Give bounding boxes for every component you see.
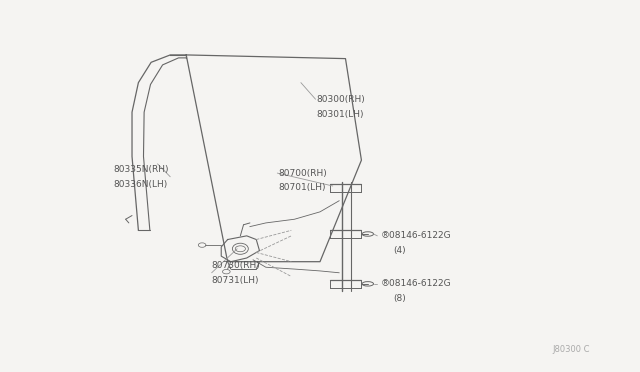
- Text: 80300(RH): 80300(RH): [317, 95, 365, 104]
- Text: 80336N(LH): 80336N(LH): [113, 180, 167, 189]
- Text: (4): (4): [394, 246, 406, 255]
- Text: 80335N(RH): 80335N(RH): [113, 165, 168, 174]
- Text: ®08146-6122G: ®08146-6122G: [381, 231, 451, 240]
- Text: ®08146-6122G: ®08146-6122G: [381, 279, 451, 288]
- Text: (8): (8): [394, 294, 406, 303]
- Text: 80701(LH): 80701(LH): [278, 183, 326, 192]
- Text: 80731(LH): 80731(LH): [212, 276, 259, 285]
- Text: J80300 C: J80300 C: [552, 345, 590, 354]
- Text: 80301(LH): 80301(LH): [317, 109, 364, 119]
- Text: 80730(RH): 80730(RH): [212, 261, 260, 270]
- Text: 80700(RH): 80700(RH): [278, 169, 327, 177]
